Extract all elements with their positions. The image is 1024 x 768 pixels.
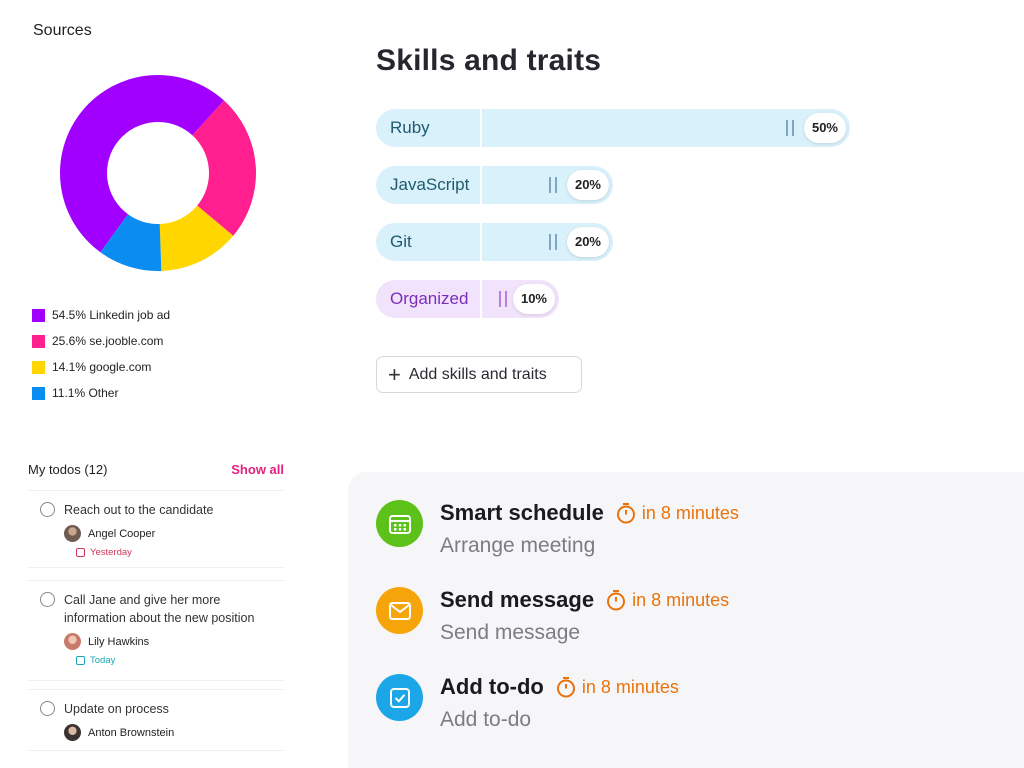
activity-time-label: in 8 minutes: [641, 502, 739, 523]
activity-subtitle: Send message: [440, 621, 581, 644]
skill-percent: 20%: [566, 227, 609, 257]
legend-swatch: [32, 308, 45, 322]
envelope-icon: [376, 587, 423, 634]
activity-send-message[interactable]: Send message in 8 minutes Send message: [376, 587, 729, 645]
activity-subtitle: Add to-do: [440, 708, 532, 731]
legend-item: 11.1% Other: [32, 380, 170, 406]
avatar: [64, 633, 81, 650]
assignee-name: Lily Hawkins: [88, 635, 150, 648]
due-label: Today: [90, 655, 116, 666]
legend-label: 25.6% se.jooble.com: [52, 334, 164, 348]
drag-handle-icon[interactable]: [549, 177, 557, 193]
calendar-icon: [76, 656, 85, 665]
todo-assignee: Anton Brownstein: [64, 724, 284, 741]
skill-name: Organized: [376, 280, 482, 318]
skills-title: Skills and traits: [376, 44, 602, 77]
activity-time: in 8 minutes: [606, 589, 729, 611]
drag-handle-icon[interactable]: [786, 120, 794, 136]
show-all-link[interactable]: Show all: [231, 462, 284, 477]
sources-title: Sources: [33, 22, 92, 39]
activities-panel: Smart schedule in 8 minutes Arrange meet…: [348, 472, 1024, 768]
sources-donut-chart: [59, 74, 256, 271]
todo-task: Update on process: [64, 702, 169, 716]
todo-due: Today: [76, 655, 284, 666]
due-label: Yesterday: [90, 547, 132, 558]
todo-assignee: Lily Hawkins: [64, 633, 284, 650]
todo-due: Yesterday: [76, 547, 284, 558]
add-skills-label: Add skills and traits: [408, 365, 547, 383]
todos-title: My todos (12): [28, 462, 108, 477]
legend-swatch: [32, 360, 45, 374]
activity-time-label: in 8 minutes: [632, 589, 730, 610]
sources-legend: 54.5% Linkedin job ad 25.6% se.jooble.co…: [32, 302, 170, 406]
todo-task: Reach out to the candidate: [64, 503, 214, 517]
todo-assignee: Angel Cooper: [64, 525, 284, 542]
drag-handle-icon[interactable]: [499, 291, 507, 307]
skill-bar-javascript[interactable]: JavaScript 20%: [376, 166, 613, 204]
donut-slice: [192, 100, 256, 236]
activity-time: in 8 minutes: [616, 502, 739, 524]
todo-checkbox[interactable]: [40, 592, 55, 607]
todo-task: Call Jane and give her more information …: [64, 593, 255, 625]
todo-item[interactable]: Call Jane and give her more information …: [28, 580, 284, 681]
skill-bar-git[interactable]: Git 20%: [376, 223, 613, 261]
activity-smart-schedule[interactable]: Smart schedule in 8 minutes Arrange meet…: [376, 500, 739, 558]
skill-track: 50%: [482, 109, 850, 147]
skill-track: 10%: [482, 280, 559, 318]
avatar: [64, 724, 81, 741]
todo-checkbox[interactable]: [40, 701, 55, 716]
avatar: [64, 525, 81, 542]
legend-item: 14.1% google.com: [32, 354, 170, 380]
timer-icon: [556, 677, 575, 698]
activity-time: in 8 minutes: [556, 676, 679, 698]
plus-icon: +: [388, 361, 401, 387]
todo-item[interactable]: Update on process Anton Brownstein: [28, 689, 284, 751]
legend-label: 14.1% google.com: [52, 360, 152, 374]
drag-handle-icon[interactable]: [549, 234, 557, 250]
skill-name: Git: [376, 223, 482, 261]
calendar-icon: [376, 500, 423, 547]
donut-slice: [159, 205, 234, 271]
legend-label: 54.5% Linkedin job ad: [52, 308, 171, 322]
assignee-name: Angel Cooper: [88, 527, 156, 540]
skill-bar-organized[interactable]: Organized 10%: [376, 280, 559, 318]
skill-percent: 10%: [512, 284, 555, 314]
activity-subtitle: Arrange meeting: [440, 534, 596, 557]
donut-slice: [59, 74, 224, 253]
todo-item[interactable]: Reach out to the candidate Angel Cooper …: [28, 490, 284, 568]
legend-swatch: [32, 334, 45, 348]
skill-name: JavaScript: [376, 166, 482, 204]
skill-track: 20%: [482, 166, 613, 204]
activity-title: Send message: [440, 587, 595, 612]
todo-checkbox[interactable]: [40, 502, 55, 517]
activity-time-label: in 8 minutes: [581, 676, 679, 697]
skill-percent: 50%: [803, 113, 846, 143]
checkbox-icon: [376, 674, 423, 721]
legend-swatch: [32, 386, 45, 400]
legend-item: 54.5% Linkedin job ad: [32, 302, 170, 328]
legend-label: 11.1% Other: [52, 386, 119, 400]
timer-icon: [616, 503, 635, 524]
donut-slice: [100, 214, 162, 271]
timer-icon: [607, 590, 626, 611]
skill-percent: 20%: [566, 170, 609, 200]
calendar-icon: [76, 548, 85, 557]
skill-track: 20%: [482, 223, 613, 261]
assignee-name: Anton Brownstein: [88, 726, 175, 739]
activity-title: Add to-do: [440, 674, 544, 699]
add-skills-button[interactable]: + Add skills and traits: [376, 356, 582, 393]
skill-name: Ruby: [376, 109, 482, 147]
todos-header: My todos (12) Show all: [28, 462, 284, 477]
legend-item: 25.6% se.jooble.com: [32, 328, 170, 354]
skill-bar-ruby[interactable]: Ruby 50%: [376, 109, 850, 147]
activity-title: Smart schedule: [440, 500, 604, 525]
activity-add-todo[interactable]: Add to-do in 8 minutes Add to-do: [376, 674, 679, 732]
